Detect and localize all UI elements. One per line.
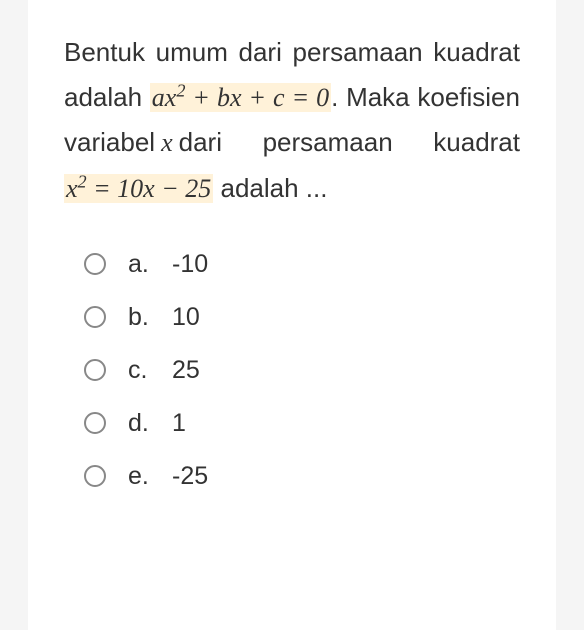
option-value: 1 bbox=[172, 409, 186, 438]
radio-icon[interactable] bbox=[84, 465, 106, 487]
option-label: b. bbox=[128, 303, 156, 332]
q-part-4: adalah ... bbox=[213, 173, 327, 203]
radio-icon[interactable] bbox=[84, 253, 106, 275]
option-b[interactable]: b. 10 bbox=[84, 303, 520, 332]
option-value: -25 bbox=[172, 462, 208, 491]
radio-icon[interactable] bbox=[84, 306, 106, 328]
option-a[interactable]: a. -10 bbox=[84, 250, 520, 279]
question-text: Bentuk umum dari persamaan kuadrat adala… bbox=[64, 30, 520, 212]
option-value: 10 bbox=[172, 303, 200, 332]
option-value: 25 bbox=[172, 356, 200, 385]
option-label: d. bbox=[128, 409, 156, 438]
variable-x: x bbox=[161, 128, 173, 157]
question-card: Bentuk umum dari persamaan kuadrat adala… bbox=[28, 0, 556, 630]
options-list: a. -10 b. 10 c. 25 d. 1 e. -25 bbox=[64, 250, 520, 491]
option-value: -10 bbox=[172, 250, 208, 279]
formula-general: ax2 + bx + c = 0 bbox=[150, 83, 331, 112]
option-label: a. bbox=[128, 250, 156, 279]
radio-icon[interactable] bbox=[84, 412, 106, 434]
option-c[interactable]: c. 25 bbox=[84, 356, 520, 385]
formula-specific: x2 = 10x − 25 bbox=[64, 174, 213, 203]
option-label: c. bbox=[128, 356, 156, 385]
radio-icon[interactable] bbox=[84, 359, 106, 381]
option-d[interactable]: d. 1 bbox=[84, 409, 520, 438]
option-label: e. bbox=[128, 462, 156, 491]
q-part-3: dari persamaan kuadrat bbox=[179, 127, 520, 157]
option-e[interactable]: e. -25 bbox=[84, 462, 520, 491]
